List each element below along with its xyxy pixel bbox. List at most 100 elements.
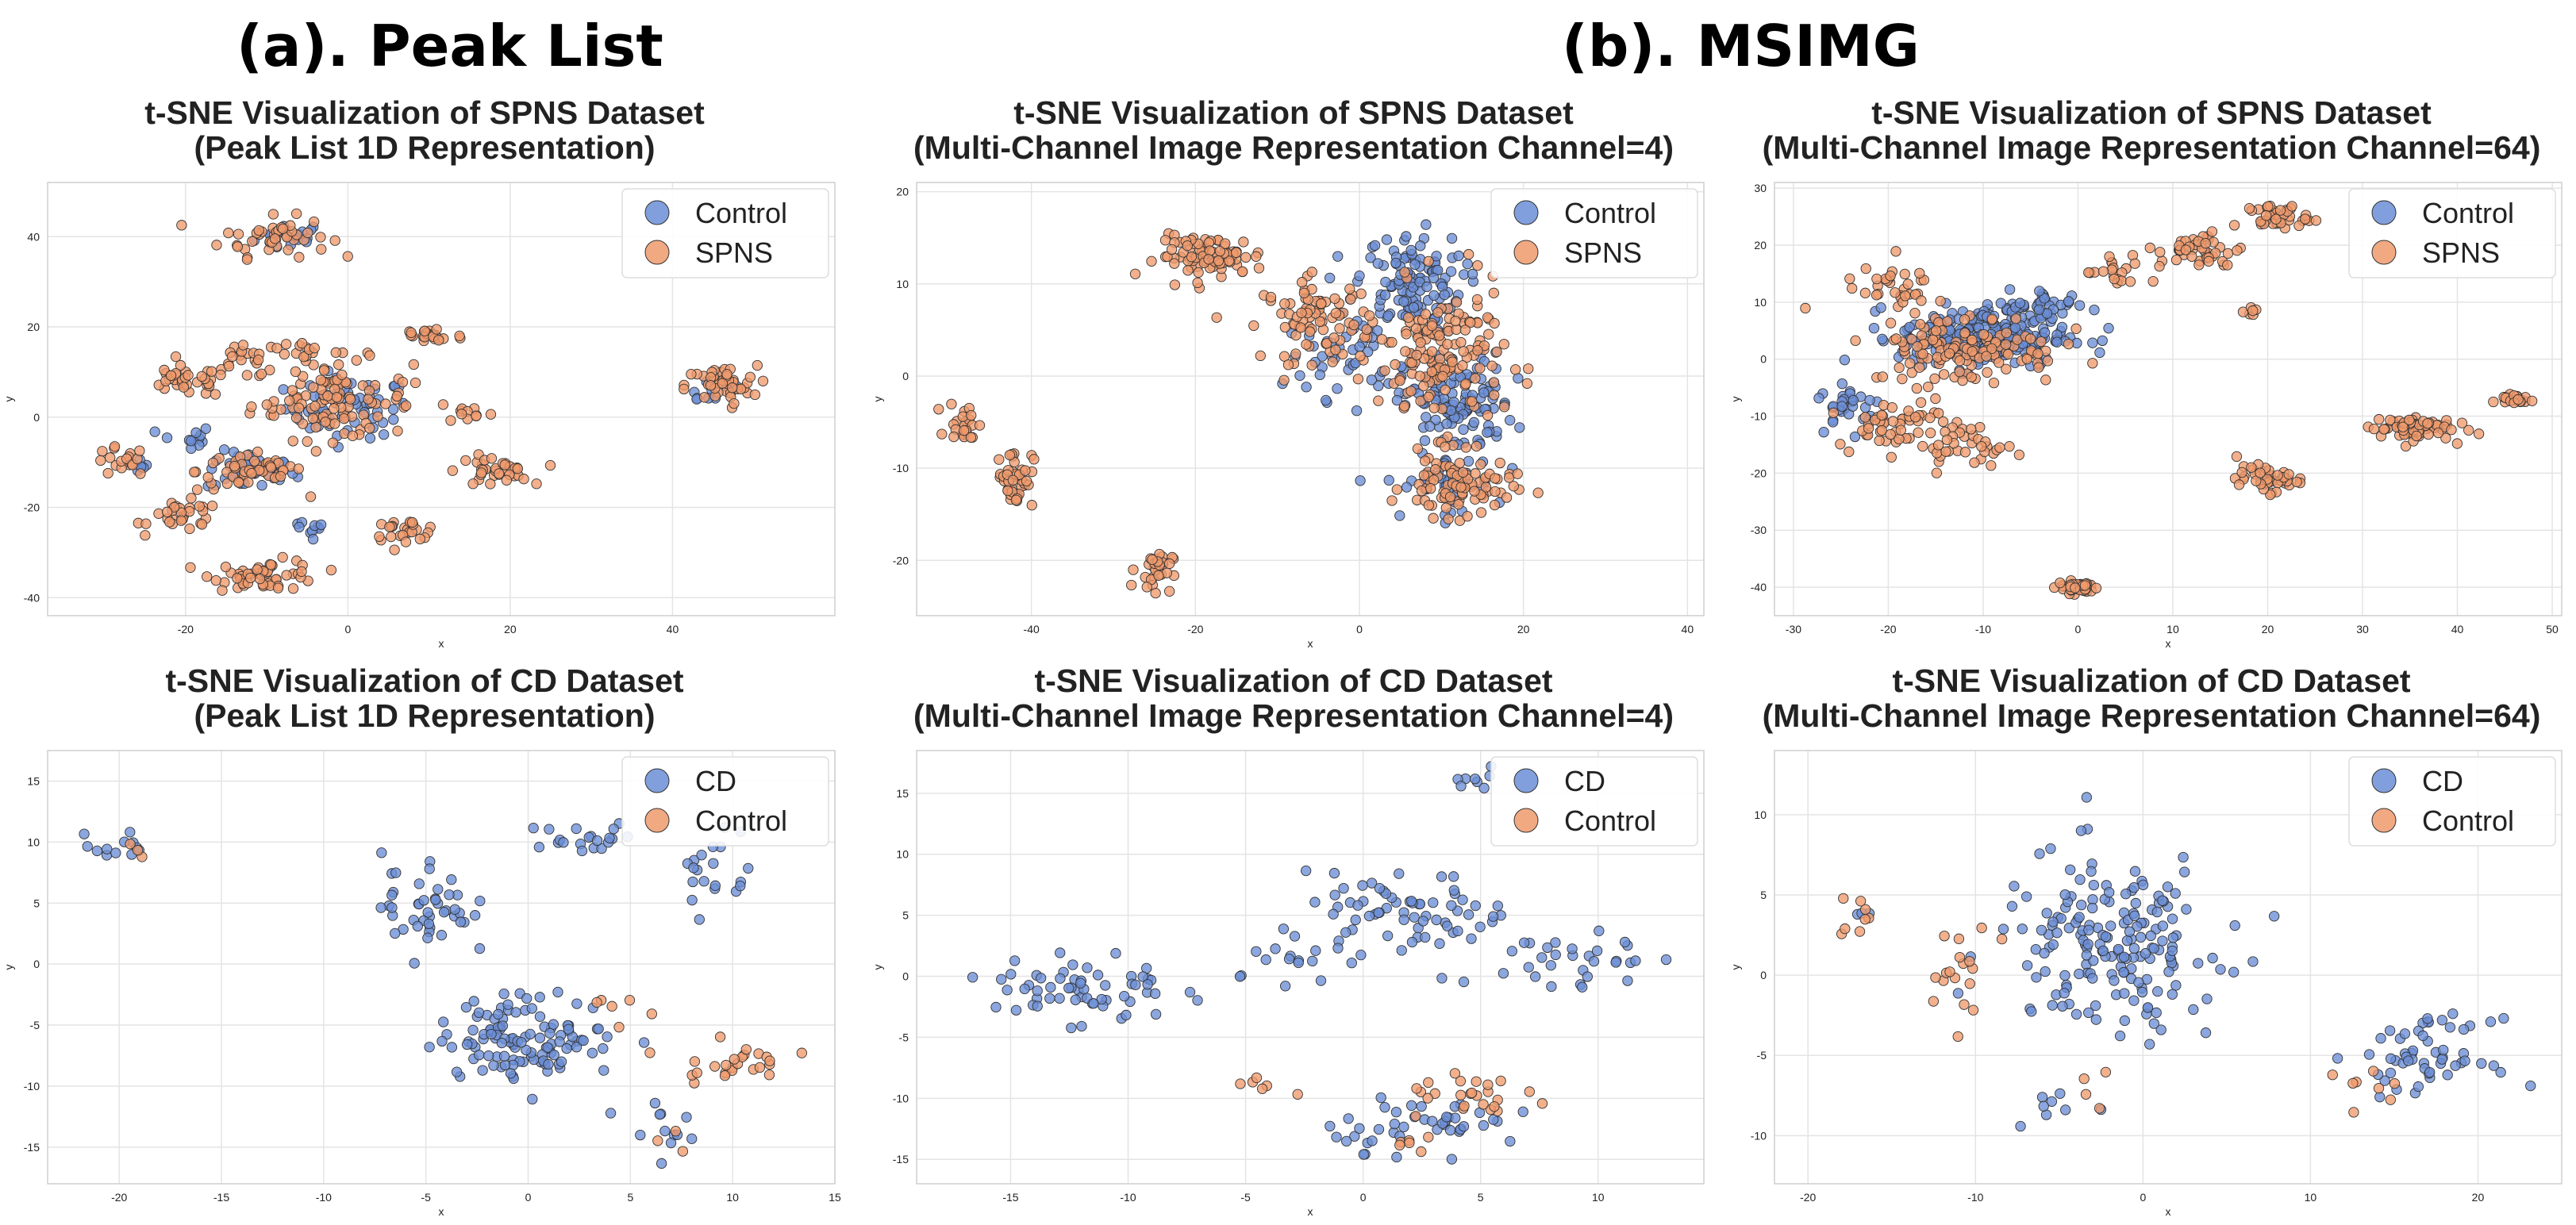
data-point	[544, 824, 555, 835]
data-point	[217, 585, 228, 596]
data-point	[2001, 339, 2012, 350]
data-point	[1355, 351, 1366, 362]
data-point	[1431, 251, 1442, 262]
data-point	[2446, 424, 2457, 436]
data-point	[1251, 251, 1262, 262]
data-point	[2086, 866, 2097, 877]
data-point	[310, 401, 321, 412]
data-point	[1295, 322, 1306, 333]
data-point	[1304, 326, 1316, 337]
data-point	[2106, 264, 2117, 275]
data-point	[1964, 978, 1975, 989]
data-point	[1913, 427, 1924, 438]
data-point	[1836, 378, 1847, 390]
data-point	[2374, 1092, 2386, 1103]
data-point	[727, 382, 738, 394]
data-point	[2450, 1060, 2461, 1071]
data-point	[967, 972, 978, 983]
data-point	[1466, 1087, 1478, 1099]
series-spns	[933, 228, 1544, 599]
data-point	[1082, 962, 1093, 973]
data-point	[1863, 423, 1874, 434]
data-point	[2379, 1075, 2390, 1086]
data-point	[1490, 486, 1501, 497]
data-point	[2074, 874, 2086, 885]
x-tick-label: -5	[421, 1191, 431, 1204]
data-point	[1434, 938, 1445, 949]
data-point	[460, 1001, 472, 1013]
data-point	[1418, 380, 1429, 392]
data-point	[1390, 1106, 1402, 1118]
chart-title: t-SNE Visualization of SPNS Dataset	[1013, 94, 1574, 131]
data-point	[1416, 1100, 1427, 1112]
data-point	[1386, 336, 1398, 348]
data-point	[2444, 1022, 2456, 1033]
data-point	[1220, 238, 1231, 249]
data-point	[1332, 383, 1343, 394]
data-point	[1248, 320, 1259, 332]
data-point	[397, 376, 409, 388]
data-point	[498, 989, 509, 1000]
x-tick-label: 40	[1682, 623, 1694, 636]
data-point	[2327, 1069, 2338, 1081]
data-point	[1442, 920, 1453, 931]
data-point	[165, 370, 177, 381]
data-point	[1458, 976, 1470, 988]
data-point	[1436, 973, 1448, 984]
data-point	[1870, 290, 1882, 301]
data-point	[1967, 1004, 1979, 1016]
data-point	[1875, 302, 1886, 313]
data-point	[1328, 867, 1340, 879]
data-point	[494, 468, 505, 479]
data-point	[534, 1032, 546, 1043]
data-point	[140, 518, 152, 529]
data-point	[1270, 943, 1281, 954]
data-point	[1325, 1120, 1336, 1132]
data-point	[1455, 1089, 1467, 1100]
data-point	[2017, 924, 2028, 935]
data-point	[1355, 950, 1367, 961]
data-point	[1470, 774, 1481, 785]
x-tick-label: -10	[1120, 1191, 1136, 1204]
data-point	[1449, 1068, 1461, 1079]
data-point	[1886, 451, 1897, 463]
data-point	[2144, 1039, 2155, 1050]
data-point	[1994, 357, 2005, 368]
data-point	[2310, 215, 2322, 226]
data-point	[1490, 473, 1501, 484]
data-point	[1421, 281, 1432, 293]
data-point	[561, 1043, 572, 1054]
data-point	[1354, 341, 1365, 352]
data-point	[483, 1050, 494, 1062]
data-point	[1329, 889, 1340, 901]
data-point	[1345, 294, 1356, 305]
data-point	[1450, 1112, 1461, 1123]
data-point	[1405, 896, 1417, 907]
data-point	[1282, 359, 1294, 371]
data-point	[1184, 986, 1196, 998]
data-point	[1489, 390, 1500, 401]
data-point	[475, 467, 487, 478]
data-point	[2040, 966, 2051, 977]
data-point	[2057, 1000, 2068, 1012]
data-point	[1446, 1154, 1458, 1165]
data-point	[2299, 213, 2311, 225]
data-point	[694, 914, 705, 925]
data-point	[1279, 981, 1291, 992]
data-point	[2133, 977, 2144, 988]
data-point	[1375, 1092, 1386, 1104]
data-point	[102, 843, 113, 854]
chart-panel-1: t-SNE Visualization of SPNS Dataset (Mul…	[869, 92, 1718, 647]
data-point	[544, 459, 556, 471]
data-point	[605, 1108, 617, 1119]
data-point	[1186, 251, 1198, 263]
data-point	[1330, 344, 1341, 355]
data-point	[965, 432, 977, 443]
data-point	[2400, 440, 2412, 452]
data-point	[1203, 254, 1214, 265]
data-point	[2206, 226, 2218, 237]
data-point	[1396, 945, 1407, 956]
y-tick-label: -20	[1751, 467, 1767, 479]
data-point	[1942, 316, 1953, 327]
data-point	[485, 478, 496, 490]
